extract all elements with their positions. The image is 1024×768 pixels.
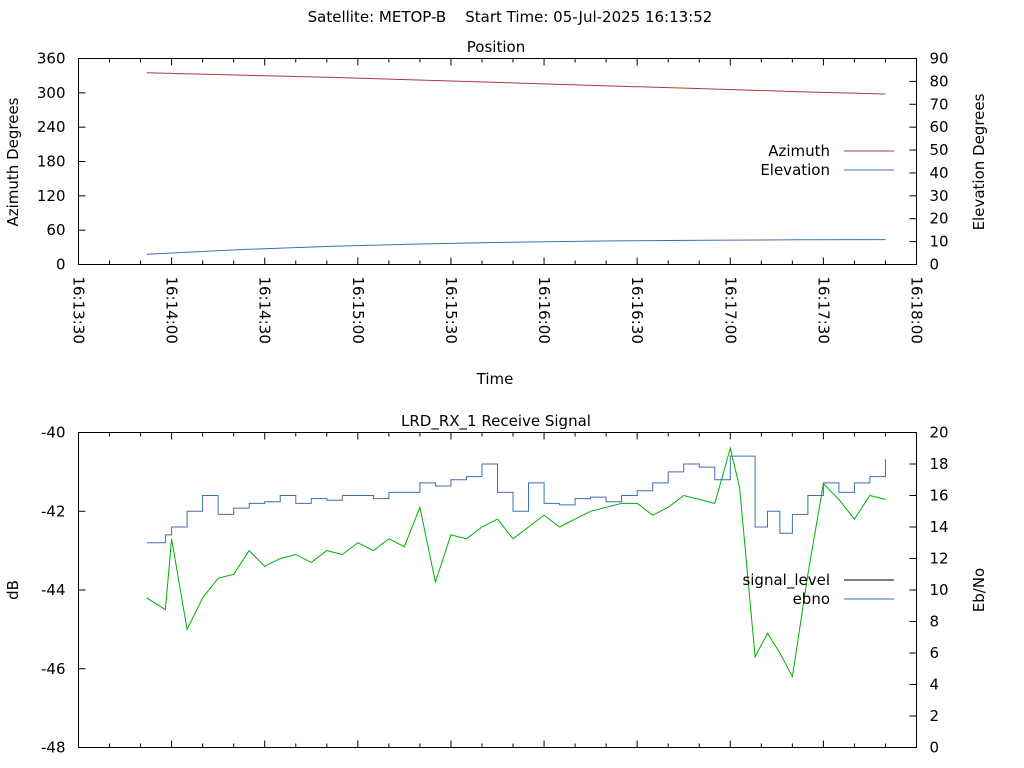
- position-x-tick-label: 16:14:30: [256, 277, 274, 344]
- signal-y2-tick-label: 4: [930, 676, 940, 694]
- signal-y2-tick-label: 6: [930, 644, 940, 662]
- signal-y-tick-label: -48: [41, 739, 66, 757]
- position-x-axis: 16:13:30 16:14:00 16:14:30 16:15:00 16:15:30…: [70, 58, 926, 344]
- signal-y2-tick-label: 16: [930, 487, 949, 505]
- signal-y2-tick-label: 0: [930, 739, 940, 757]
- signal-chart: LRD_RX_1 Receive Signal -48-46-44-42-40 …: [4, 412, 988, 757]
- series-line-elevation: [146, 239, 886, 255]
- position-y-axis-label: Azimuth Degrees: [4, 97, 22, 226]
- position-y2-tick-label: 80: [930, 72, 949, 90]
- position-y-tick-label: 360: [37, 50, 66, 68]
- position-x-tick-label: 16:15:30: [442, 277, 460, 344]
- position-series: [146, 72, 886, 255]
- position-x-tick-label: 16:13:30: [70, 277, 88, 344]
- position-y-tick-label: 60: [46, 221, 65, 239]
- signal-y-tick-label: -46: [41, 660, 66, 678]
- position-y-tick-label: 120: [37, 187, 66, 205]
- position-chart: Position 0 60 120 180 240 300 360 0 10 20 30 40 50 6…: [4, 38, 988, 388]
- position-x-tick-label: 16:15:00: [349, 277, 367, 344]
- signal-y2-axis-label: Eb/No: [970, 568, 988, 612]
- position-y-tick-label: 0: [56, 256, 66, 274]
- signal-y-tick-label: -44: [41, 581, 66, 599]
- signal-y2-tick-label: 20: [930, 424, 949, 442]
- signal-y2-tick-label: 12: [930, 550, 949, 568]
- position-y2-tick-label: 0: [930, 256, 940, 274]
- position-y2-tick-label: 70: [930, 95, 949, 113]
- position-x-tick-label: 16:16:30: [628, 277, 646, 344]
- signal-y-tick-label: -40: [41, 424, 66, 442]
- position-y2-tick-label: 50: [930, 141, 949, 159]
- position-y2-tick-label: 40: [930, 164, 949, 182]
- signal-y2-tick-label: 8: [930, 613, 940, 631]
- position-x-tick-label: 16:16:00: [535, 277, 553, 344]
- position-y2-tick-label: 90: [930, 50, 949, 68]
- series-line-signal-level: [146, 446, 886, 679]
- position-y2-tick-label: 30: [930, 187, 949, 205]
- signal-y-axis-label: dB: [4, 580, 22, 600]
- legend-label-elevation: Elevation: [760, 161, 830, 179]
- signal-x-axis: [78, 432, 917, 748]
- position-y2-tick-label: 20: [930, 210, 949, 228]
- signal-y2-axis: 0 2 4 6 8 10 12 14 16 18 20: [909, 424, 949, 757]
- position-y-axis: 0 60 120 180 240 300 360: [37, 50, 86, 274]
- signal-series: [146, 446, 886, 679]
- position-y2-axis-label: Elevation Degrees: [970, 93, 988, 230]
- position-x-tick-label: 16:18:00: [908, 277, 926, 344]
- chart-header-title: Satellite: METOP-B Start Time: 05-Jul-20…: [308, 8, 713, 26]
- position-y2-tick-label: 60: [930, 118, 949, 136]
- position-y2-axis: 0 10 20 30 40 50 60 70 80 90: [909, 50, 949, 274]
- position-y-tick-label: 240: [37, 118, 66, 136]
- position-legend: Azimuth Elevation: [760, 142, 894, 179]
- signal-y2-tick-label: 18: [930, 455, 949, 473]
- position-chart-title: Position: [467, 38, 525, 56]
- position-y2-tick-label: 10: [930, 233, 949, 251]
- signal-y-tick-label: -42: [41, 502, 66, 520]
- legend-label-azimuth: Azimuth: [768, 142, 830, 160]
- signal-y2-tick-label: 2: [930, 707, 940, 725]
- position-x-tick-label: 16:17:30: [814, 277, 832, 344]
- series-line-ebno: [146, 455, 886, 544]
- position-x-axis-label: Time: [476, 370, 514, 388]
- signal-legend: signal_level ebno: [742, 571, 894, 608]
- series-line-azimuth: [146, 72, 886, 95]
- legend-label-ebno: ebno: [793, 590, 830, 608]
- signal-y2-tick-label: 14: [930, 518, 949, 536]
- signal-chart-title: LRD_RX_1 Receive Signal: [401, 412, 591, 431]
- position-x-tick-label: 16:17:00: [721, 277, 739, 344]
- position-y-tick-label: 180: [37, 153, 66, 171]
- signal-y2-tick-label: 10: [930, 581, 949, 599]
- position-y-tick-label: 300: [37, 84, 66, 102]
- position-x-tick-label: 16:14:00: [163, 277, 181, 344]
- signal-y-axis: -48 -46 -44 -42 -40: [41, 424, 86, 757]
- legend-label-signal-level: signal_level: [742, 571, 830, 590]
